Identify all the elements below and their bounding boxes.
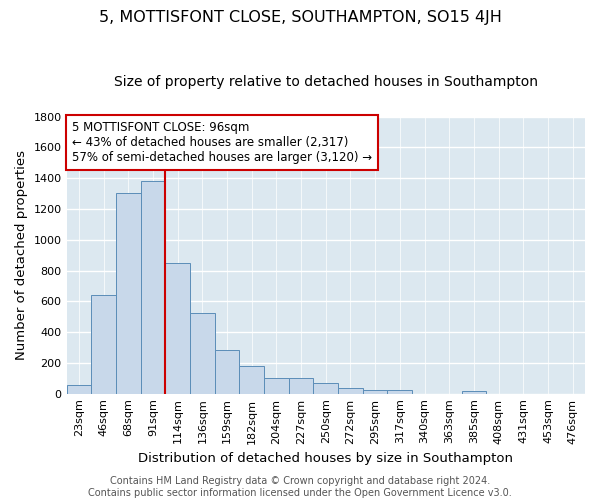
Bar bbox=[388, 390, 412, 394]
Bar bbox=[289, 378, 313, 394]
Bar bbox=[140, 181, 165, 394]
Bar bbox=[338, 388, 363, 394]
X-axis label: Distribution of detached houses by size in Southampton: Distribution of detached houses by size … bbox=[138, 452, 513, 465]
Bar bbox=[91, 296, 116, 394]
Bar bbox=[239, 366, 264, 394]
Bar bbox=[67, 385, 91, 394]
Bar bbox=[313, 383, 338, 394]
Bar bbox=[363, 390, 388, 394]
Text: 5 MOTTISFONT CLOSE: 96sqm
← 43% of detached houses are smaller (2,317)
57% of se: 5 MOTTISFONT CLOSE: 96sqm ← 43% of detac… bbox=[72, 120, 372, 164]
Title: Size of property relative to detached houses in Southampton: Size of property relative to detached ho… bbox=[114, 75, 538, 89]
Bar bbox=[116, 193, 140, 394]
Text: Contains HM Land Registry data © Crown copyright and database right 2024.
Contai: Contains HM Land Registry data © Crown c… bbox=[88, 476, 512, 498]
Bar bbox=[165, 263, 190, 394]
Bar bbox=[264, 378, 289, 394]
Y-axis label: Number of detached properties: Number of detached properties bbox=[15, 150, 28, 360]
Bar bbox=[215, 350, 239, 394]
Text: 5, MOTTISFONT CLOSE, SOUTHAMPTON, SO15 4JH: 5, MOTTISFONT CLOSE, SOUTHAMPTON, SO15 4… bbox=[98, 10, 502, 25]
Bar bbox=[190, 313, 215, 394]
Bar bbox=[461, 391, 486, 394]
